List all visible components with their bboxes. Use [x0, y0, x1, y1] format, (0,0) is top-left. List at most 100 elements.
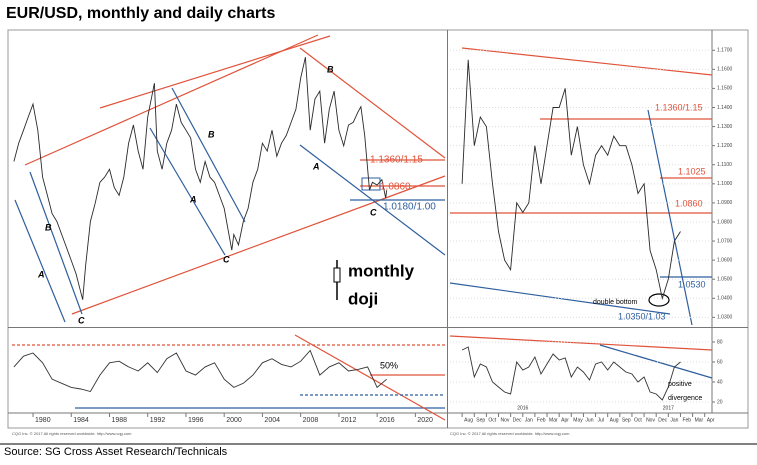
copyright: CQG Inc. © 2017 All rights reserved worl…: [12, 431, 132, 436]
price-line: [461, 59, 681, 301]
annotation: 1.0180/1.00: [383, 202, 436, 213]
x-tick-label: Dec: [658, 417, 667, 423]
annotation: A: [189, 194, 197, 204]
source-note: Source: SG Cross Asset Research/Technica…: [4, 446, 228, 458]
x-tick-label: Jun: [585, 417, 593, 423]
x-tick-label: Apr: [707, 417, 715, 423]
x-tick-label: 2020: [417, 417, 433, 424]
trend-line: [171, 87, 246, 223]
highlight-box: [361, 177, 381, 191]
y-tick-label: 1.1300: [717, 124, 733, 130]
annotation: 1.0530: [678, 279, 706, 289]
annotation: monthly: [348, 261, 415, 280]
y-tick-label: 1.1100: [717, 162, 732, 168]
x-tick-label: Oct: [488, 417, 496, 423]
trend-line: [599, 344, 713, 379]
x-tick-label: 2004: [264, 417, 280, 424]
x-tick-label: Sep: [476, 417, 485, 423]
channel-line: [71, 175, 446, 315]
annotation: B: [327, 64, 334, 74]
x-tick-label: Aug: [610, 417, 619, 423]
annotation: A: [37, 269, 45, 279]
trend-line: [647, 109, 693, 326]
annotation: C: [223, 254, 230, 264]
annotation: 50%: [380, 360, 398, 370]
y-tick-label: 1.0300: [717, 315, 733, 321]
y-tick-label: 1.1600: [717, 67, 733, 73]
x-tick-label: 1996: [188, 417, 204, 424]
annotation: 1.1360/1.15: [655, 102, 703, 112]
annotation: 1.0860: [380, 182, 411, 193]
y-tick-label: 80: [717, 339, 723, 345]
annotation: B: [45, 222, 52, 232]
y-tick-label: 1.0900: [717, 200, 733, 206]
trend-line: [29, 171, 83, 315]
x-tick-label: 1988: [111, 417, 127, 424]
marker-ellipse: [648, 293, 670, 307]
trend-line: [461, 47, 713, 76]
y-tick-label: 1.0800: [717, 219, 733, 225]
price-line: [13, 57, 388, 300]
y-tick-label: 1.1700: [717, 48, 733, 54]
y-tick-label: 1.1000: [717, 181, 733, 187]
x-tick-label: Aug: [464, 417, 473, 423]
chart-frame: [7, 29, 749, 429]
annotation: C: [370, 207, 377, 217]
y-tick-label: 60: [717, 359, 723, 365]
trend-line: [449, 335, 713, 351]
x-tick-label: Nov: [501, 417, 510, 423]
y-tick-label: 1.1400: [717, 105, 733, 111]
annotation: A: [312, 161, 320, 171]
page-title: EUR/USD, monthly and daily charts: [6, 5, 275, 22]
annotation: 1.0860: [675, 198, 703, 208]
y-tick-label: 1.1500: [717, 86, 733, 92]
annotation: 1.0350/1.03: [618, 311, 666, 321]
x-tick-label: Nov: [646, 417, 655, 423]
x-tick-label: 1980: [35, 417, 51, 424]
x-tick-label: Dec: [513, 417, 522, 423]
trend-line: [294, 334, 446, 421]
y-tick-label: 1.1200: [717, 143, 733, 149]
x-tick-label: Jan: [525, 417, 533, 423]
trend-lines: [12, 34, 713, 421]
x-tick-label: 2000: [226, 417, 242, 424]
x-tick-label: Sep: [622, 417, 631, 423]
x-tick-label: Oct: [634, 417, 642, 423]
x-tick-label: 2012: [341, 417, 357, 424]
x-tick-label: Jul: [598, 417, 604, 423]
annotation: C: [78, 315, 85, 325]
annotation: B: [208, 129, 215, 139]
price-line: [13, 349, 387, 393]
year-label: 2016: [517, 405, 528, 411]
x-tick-label: 1992: [150, 417, 166, 424]
x-tick-label: Mar: [549, 417, 558, 423]
x-tick-label: Jan: [670, 417, 678, 423]
annotation: doji: [348, 289, 378, 308]
y-tick-label: 1.0700: [717, 238, 733, 244]
annotation: double bottom: [593, 299, 638, 306]
x-tick-label: Feb: [682, 417, 691, 423]
year-label: 2017: [663, 405, 674, 411]
y-tick-label: 40: [717, 379, 723, 385]
channel-line: [99, 35, 331, 109]
trend-line: [299, 144, 446, 256]
trend-line: [299, 47, 446, 159]
x-tick-label: Feb: [537, 417, 546, 423]
channel-line: [24, 34, 319, 166]
annotation: divergence: [668, 395, 702, 402]
y-tick-label: 1.0500: [717, 277, 733, 283]
y-tick-label: 20: [717, 399, 723, 405]
annotation: 1.1025: [678, 166, 706, 176]
x-tick-label: Apr: [561, 417, 569, 423]
copyright: CQG Inc. © 2017 All rights reserved worl…: [450, 431, 570, 436]
x-tick-label: May: [573, 417, 583, 423]
trend-line: [14, 199, 66, 323]
annotation: 1.1360/1.15: [370, 155, 423, 166]
x-tick-label: 2008: [303, 417, 319, 424]
y-tick-label: 1.0400: [717, 296, 733, 302]
trend-line: [149, 127, 226, 256]
trend-line: [449, 282, 671, 315]
annotation: positive: [668, 381, 692, 388]
x-tick-label: 1984: [73, 417, 89, 424]
